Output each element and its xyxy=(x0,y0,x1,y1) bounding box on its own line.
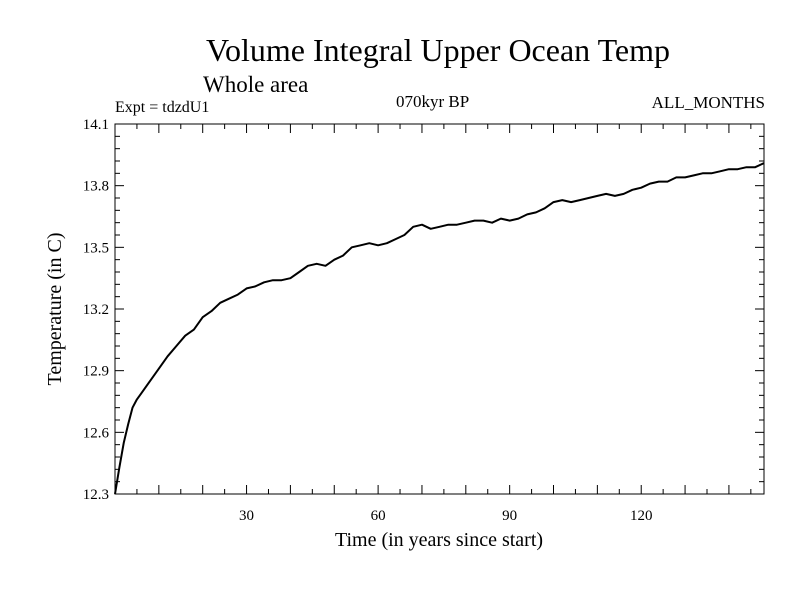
series-line-temperature xyxy=(114,162,765,495)
x-tick-label: 90 xyxy=(502,508,517,524)
months-label: ALL_MONTHS xyxy=(651,93,765,112)
x-tick-label: 30 xyxy=(239,508,254,524)
x-tick-label: 60 xyxy=(371,508,386,524)
tick-labels: 30 60 90 120 12.3 12.6 12.9 13.2 13.5 13.8 14.1 xyxy=(83,117,653,524)
y-axis-label: Temperature (in C) xyxy=(44,233,66,386)
x-tick-label: 120 xyxy=(630,508,653,524)
y-tick-label: 12.9 xyxy=(83,364,109,380)
y-tick-label: 13.5 xyxy=(83,240,109,256)
y-tick-label: 13.2 xyxy=(83,302,109,318)
chart-subtitle: Whole area xyxy=(203,72,309,97)
y-tick-label: 12.3 xyxy=(83,487,109,503)
y-tick-label: 13.8 xyxy=(83,179,109,195)
period-label: 070kyr BP xyxy=(396,92,470,111)
x-axis-label: Time (in years since start) xyxy=(335,529,543,551)
chart-title: Volume Integral Upper Ocean Temp xyxy=(206,32,670,68)
experiment-label: Expt = tdzdU1 xyxy=(115,99,210,116)
y-tick-label: 14.1 xyxy=(83,117,109,133)
y-tick-label: 12.6 xyxy=(83,425,110,441)
axis-ticks xyxy=(115,124,764,494)
